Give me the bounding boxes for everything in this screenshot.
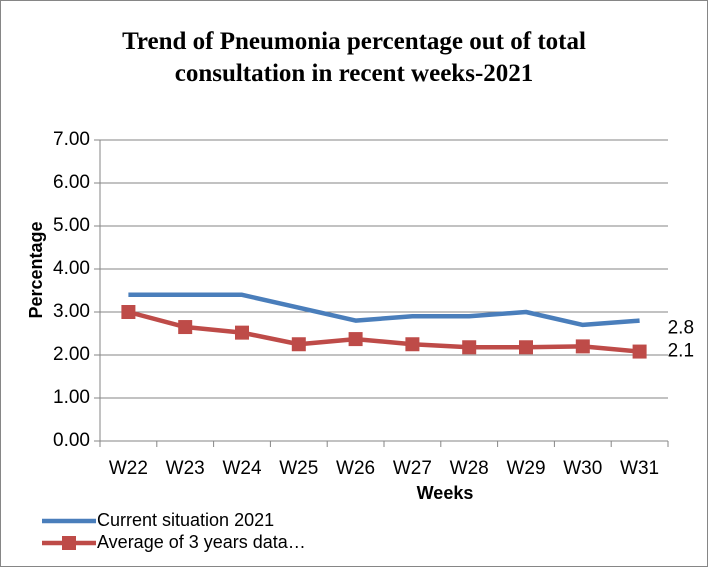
x-axis-label: Weeks xyxy=(417,483,474,503)
y-tick-label: 7.00 xyxy=(53,129,90,150)
x-tick-label: W29 xyxy=(506,458,545,479)
y-tick-label: 2.00 xyxy=(53,344,90,365)
x-tick-label: W24 xyxy=(222,458,262,479)
y-axis-label: Percentage xyxy=(26,221,46,318)
y-tick-label: 0.00 xyxy=(53,430,90,451)
series-line xyxy=(127,309,640,354)
marker xyxy=(405,337,420,352)
chart-title: Trend of Pneumonia percentage out of tot… xyxy=(122,28,586,87)
x-tick-label: W22 xyxy=(109,458,148,479)
marker xyxy=(462,340,477,355)
y-tick-label: 3.00 xyxy=(53,301,90,322)
x-tick-label: W26 xyxy=(336,458,375,479)
x-tick-label: W28 xyxy=(450,458,489,479)
x-tick-label: W25 xyxy=(279,458,318,479)
marker xyxy=(575,339,590,354)
x-tick-label: W27 xyxy=(393,458,432,479)
x-tick-label: W30 xyxy=(563,458,602,479)
marker xyxy=(178,320,193,335)
series-line xyxy=(128,292,640,328)
y-tick-label: 5.00 xyxy=(53,215,90,236)
data-label: 2.1 xyxy=(668,341,694,362)
legend-label: Average of 3 years data… xyxy=(97,532,306,552)
x-tick-label: W31 xyxy=(620,458,659,479)
marker xyxy=(291,337,306,352)
legend-label: Current situation 2021 xyxy=(97,510,274,530)
marker xyxy=(235,325,249,340)
marker xyxy=(519,340,533,355)
data-label: 2.8 xyxy=(668,318,694,339)
x-tick-label: W23 xyxy=(166,458,205,479)
y-tick-label: 1.00 xyxy=(53,387,90,408)
marker xyxy=(121,305,136,319)
legend-marker xyxy=(62,536,76,550)
marker xyxy=(632,344,647,359)
marker xyxy=(348,332,363,347)
y-tick-label: 4.00 xyxy=(53,258,90,279)
y-tick-label: 6.00 xyxy=(53,172,90,193)
